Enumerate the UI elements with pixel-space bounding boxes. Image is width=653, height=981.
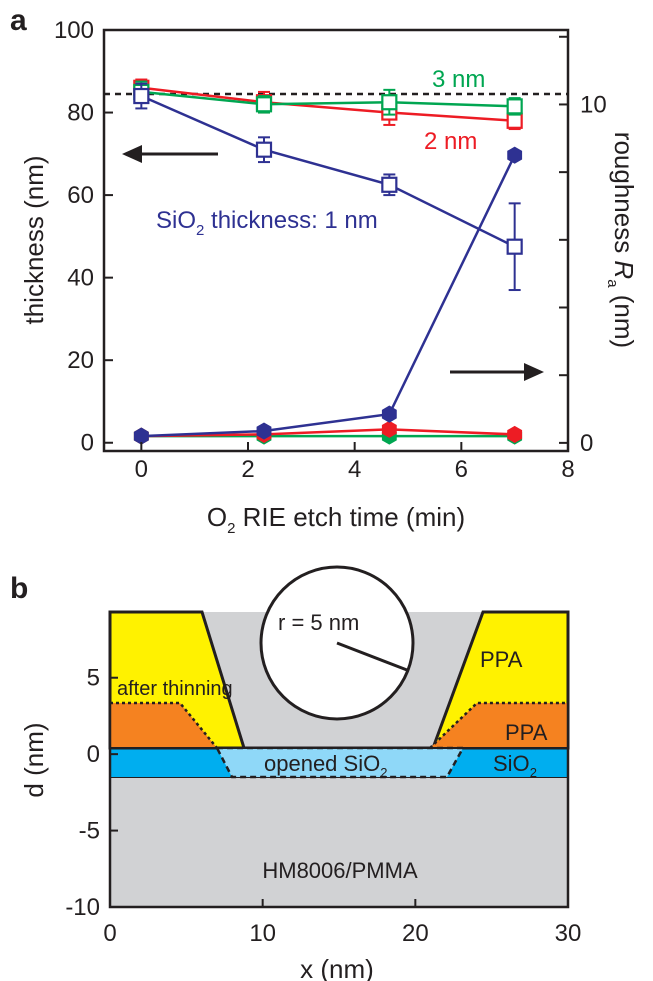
data-point	[382, 178, 396, 192]
data-point	[508, 147, 522, 163]
y-tick-label: -10	[65, 894, 100, 921]
x-tick-label: 0	[103, 920, 116, 947]
data-point	[508, 114, 522, 128]
y-tick-label: 0	[81, 430, 94, 457]
y-tick-label: 20	[67, 347, 94, 374]
series-label-1nm-pre: SiO	[156, 207, 196, 234]
series-label-1nm: SiO2 thickness: 1 nm	[156, 207, 378, 239]
y-tick-label: 60	[67, 182, 94, 209]
data-point	[382, 406, 396, 422]
panel-a-y2label: roughness Ra (nm)	[604, 132, 639, 348]
panel-a-xlabel-sub: 2	[227, 520, 235, 537]
y-tick-label: 5	[87, 665, 100, 692]
data-point	[134, 428, 148, 444]
left-axis-arrow	[122, 145, 218, 163]
y-tick-label: 40	[67, 265, 94, 292]
after-thinning-label: after thinning	[117, 678, 233, 700]
x-tick-label: 8	[561, 456, 574, 483]
opened-sio2-label: opened SiO2	[264, 751, 387, 780]
x-tick-label: 2	[241, 456, 254, 483]
x-tick-label: 0	[135, 456, 148, 483]
panel-b-ylabel: d (nm)	[19, 722, 49, 797]
x-tick-label: 6	[455, 456, 468, 483]
panel-a-y2label-post: (nm)	[609, 288, 639, 349]
ppa-label-top: PPA	[480, 647, 523, 672]
panel-a-y2label-italic: R	[609, 260, 639, 279]
series-label-3nm: 3 nm	[432, 66, 485, 93]
y-tick-label: -5	[79, 818, 100, 845]
panel-a-y2label-pre: roughness	[609, 132, 639, 261]
panel-a-marks	[104, 80, 568, 445]
data-point	[508, 426, 522, 442]
y-tick-label: 80	[67, 100, 94, 127]
opened-sio2-label-pre: opened SiO	[264, 751, 380, 776]
right-axis-arrow	[450, 363, 544, 381]
panel-label-a: a	[10, 4, 27, 37]
y-tick-label: 0	[87, 741, 100, 768]
opened-sio2-label-sub: 2	[380, 765, 387, 780]
data-point	[382, 421, 396, 437]
substrate-label: HM8006/PMMA	[262, 858, 418, 883]
data-point	[257, 423, 271, 439]
y-tick-label: 100	[54, 17, 94, 44]
panel-a-xlabel-post: RIE etch time (min)	[235, 502, 465, 532]
x-tick-label: 20	[402, 920, 429, 947]
series-label-2nm: 2 nm	[424, 128, 477, 155]
sio2-label-pre: SiO	[493, 751, 530, 776]
series-line	[141, 155, 514, 436]
panel-a-xlabel: O2 RIE etch time (min)	[207, 502, 465, 537]
panel-b-diagram: r = 5 nm PPA PPA after thinning SiO2 ope…	[19, 567, 581, 981]
x-tick-label: 10	[249, 920, 276, 947]
panel-b-xlabel: x (nm)	[300, 954, 374, 981]
radius-label: r = 5 nm	[278, 610, 359, 635]
y2-tick-label: 0	[580, 430, 593, 457]
y2-tick-label: 10	[580, 91, 607, 118]
panel-a-xlabel-pre: O	[207, 502, 227, 532]
x-tick-label: 30	[555, 920, 582, 947]
data-point	[257, 97, 271, 111]
data-point	[382, 95, 396, 109]
ppa-label-thinned: PPA	[505, 720, 548, 745]
panel-a-ylabel: thickness (nm)	[19, 155, 49, 324]
data-point	[257, 143, 271, 157]
data-point	[508, 99, 522, 113]
panel-label-b: b	[10, 572, 28, 605]
series-label-1nm-post: thickness: 1 nm	[204, 207, 377, 234]
series-label-1nm-sub: 2	[196, 222, 204, 239]
data-point	[508, 240, 522, 254]
x-tick-label: 4	[348, 456, 361, 483]
data-point	[134, 89, 148, 103]
sio2-label-sub: 2	[530, 765, 537, 780]
